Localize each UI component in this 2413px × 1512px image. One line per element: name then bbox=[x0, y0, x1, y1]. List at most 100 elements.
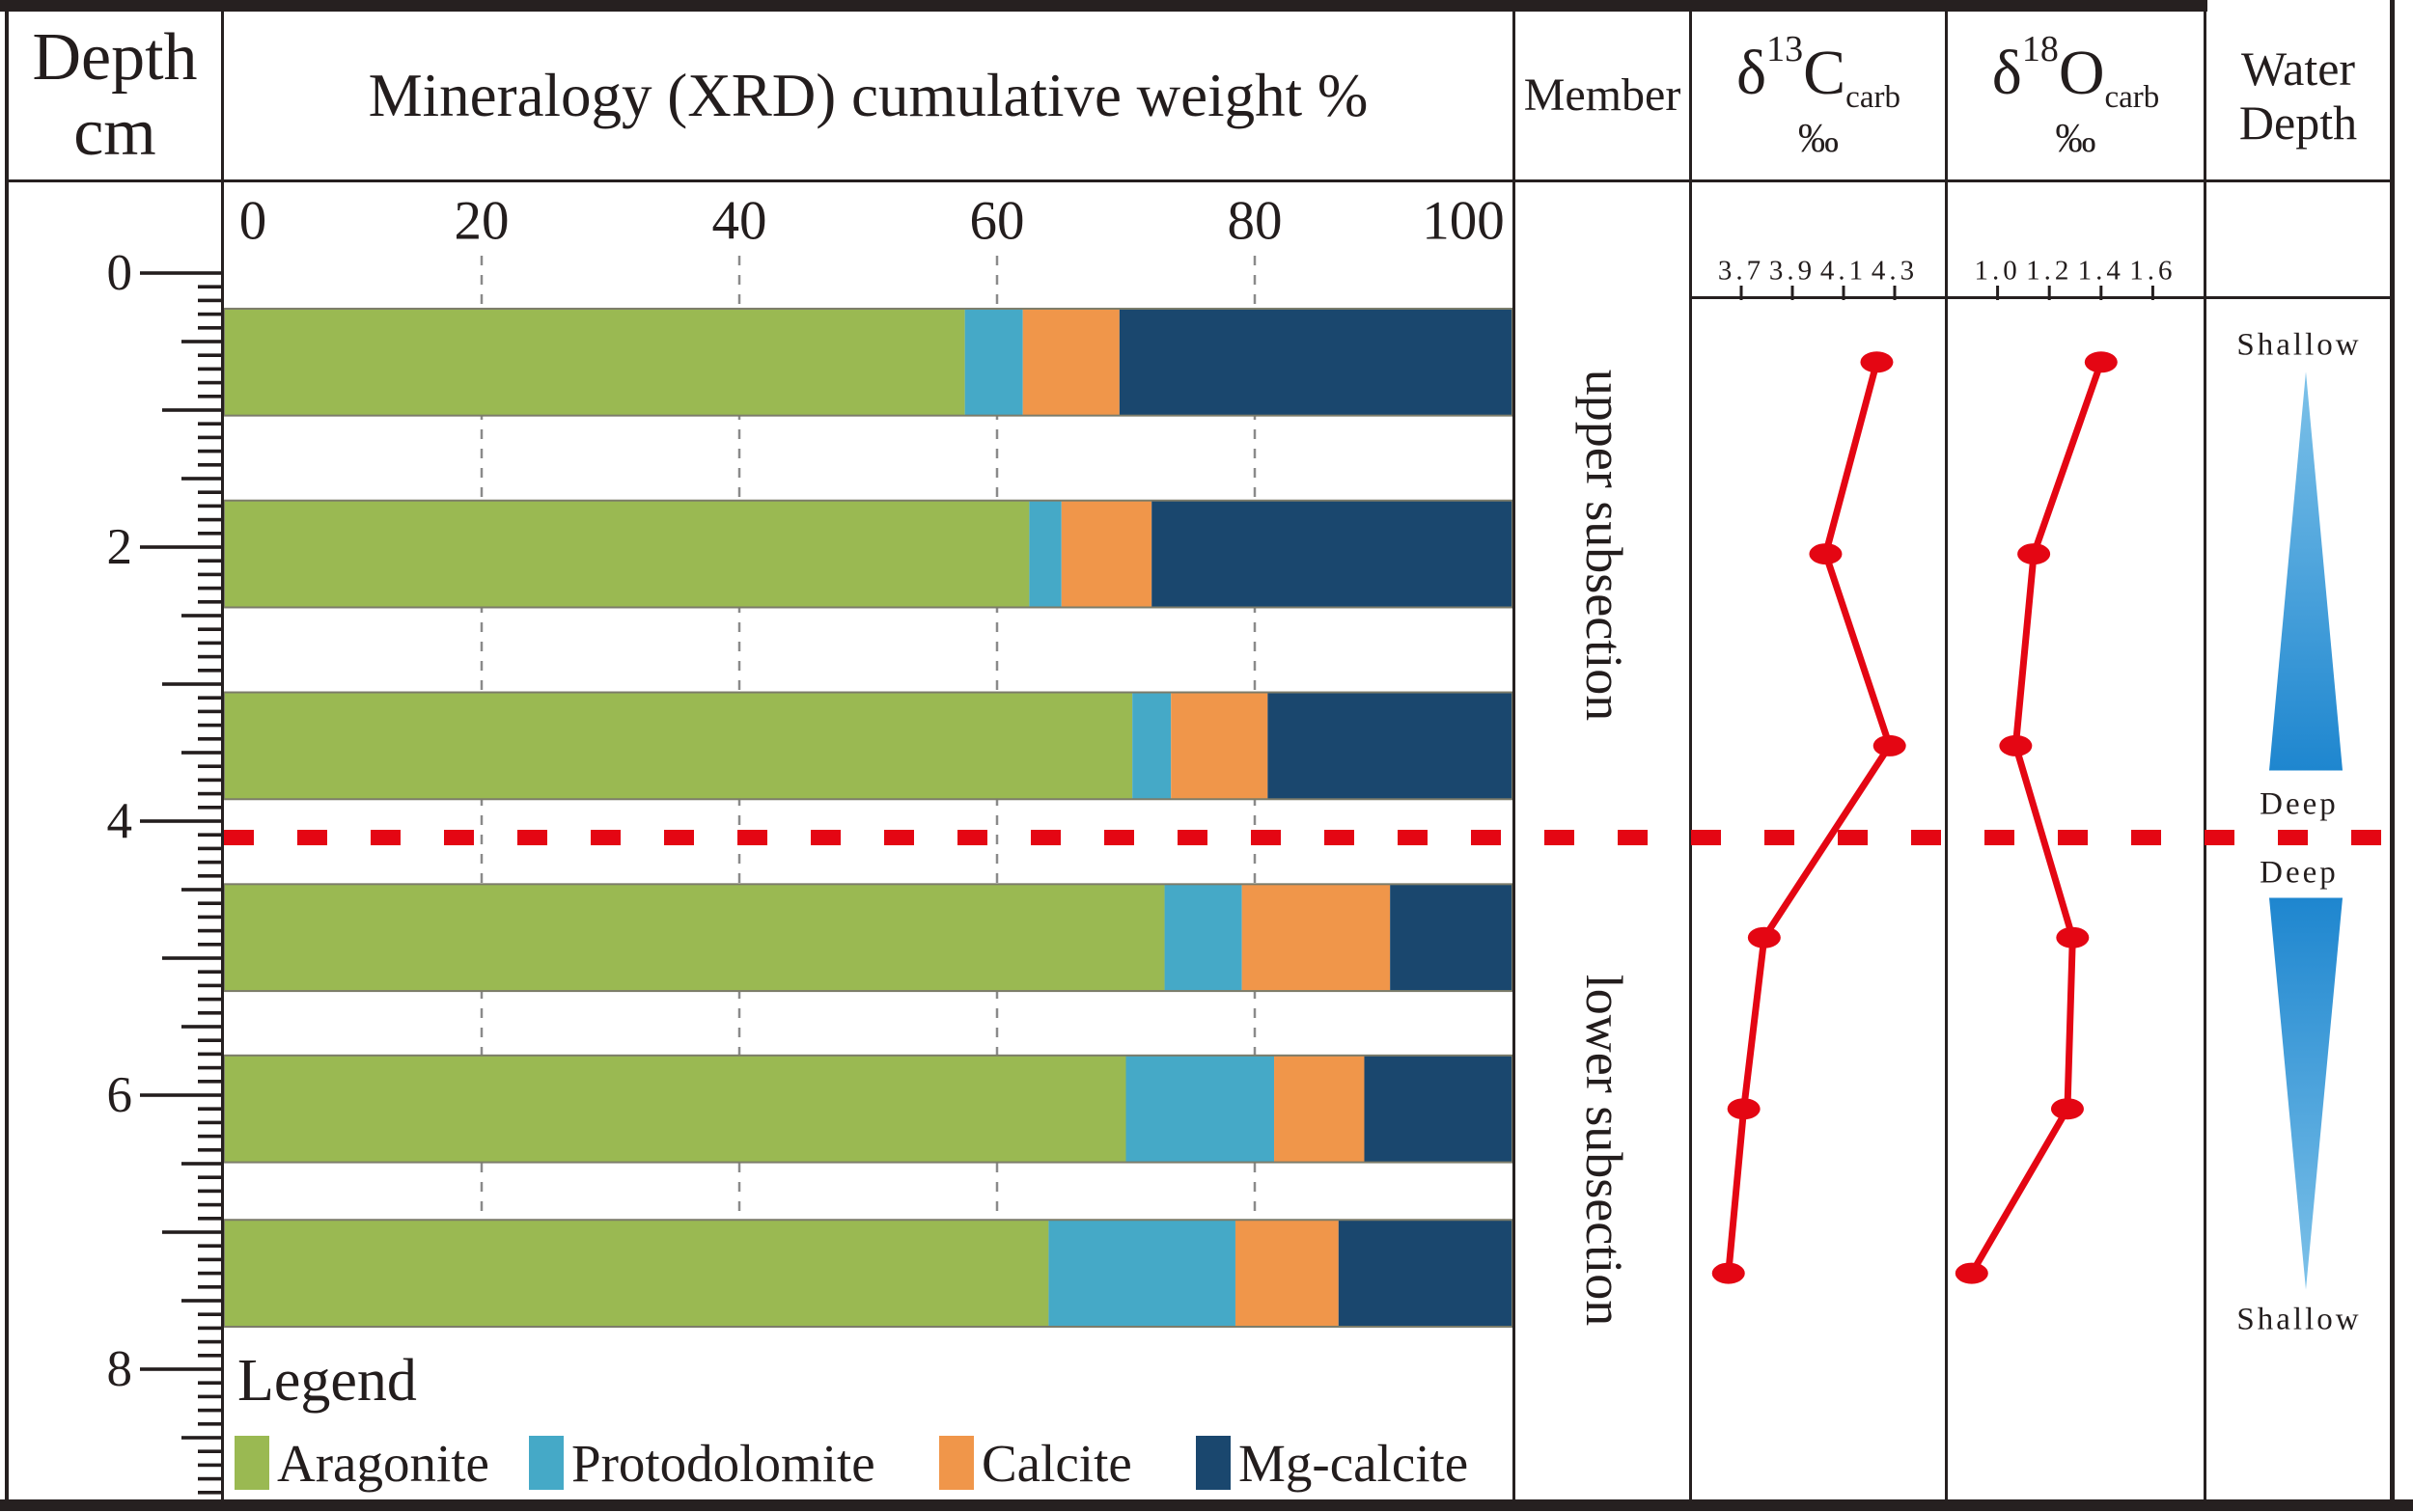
d18o-column-header: δ18Ocarb ‰ bbox=[1948, 12, 2204, 179]
bar-segment-calcite bbox=[1274, 1055, 1365, 1163]
depth-ruler-tick bbox=[198, 586, 222, 591]
isotope-axis-tick bbox=[1996, 286, 2000, 300]
d13c-unit-label: ‰ bbox=[1798, 117, 1839, 162]
bar-segment-aragonite bbox=[224, 692, 1133, 800]
legend-swatch-mg-calcite bbox=[1196, 1436, 1231, 1490]
isotope-axis-tick bbox=[2099, 286, 2103, 300]
bar-segment-calcite bbox=[1022, 308, 1120, 416]
depth-ruler-tick bbox=[198, 422, 222, 426]
data-point bbox=[1727, 1098, 1761, 1120]
depth-ruler-tick bbox=[198, 1394, 222, 1399]
depth-ruler-tick bbox=[162, 408, 222, 412]
depth-ruler-tick bbox=[198, 1449, 222, 1453]
bar-segment-aragonite bbox=[224, 1055, 1126, 1163]
water-depth-column-header: Water Depth bbox=[2206, 12, 2390, 179]
depth-ruler-tick bbox=[181, 340, 222, 344]
depth-ruler-tick bbox=[181, 1436, 222, 1440]
isotope-tick-label: 3.9 bbox=[1768, 255, 1817, 287]
legend-item: Mg-calcite bbox=[1196, 1430, 1468, 1496]
header-divider bbox=[5, 179, 2395, 182]
isotope-axis-tick bbox=[1842, 286, 1845, 300]
depth-ruler-tick bbox=[198, 1326, 222, 1331]
depth-ruler-tick bbox=[181, 614, 222, 618]
data-point bbox=[2056, 926, 2090, 948]
isotope-axis-tick bbox=[1739, 286, 1743, 300]
legend-swatch-protodolomite bbox=[529, 1436, 564, 1490]
depth-ruler-tick bbox=[198, 1107, 222, 1111]
water-header-line2: Depth bbox=[2238, 96, 2358, 150]
x-axis-tick-label: 0 bbox=[238, 190, 267, 252]
depth-ruler-tick bbox=[198, 572, 222, 577]
depth-ruler-tick bbox=[198, 1120, 222, 1125]
depth-ruler-tick bbox=[198, 463, 222, 467]
depth-ruler-tick bbox=[198, 806, 222, 810]
depth-ruler-tick bbox=[181, 1299, 222, 1303]
data-point bbox=[1955, 1262, 1988, 1284]
depth-tick-label: 2 bbox=[106, 519, 133, 575]
depth-ruler-tick bbox=[198, 764, 222, 768]
depth-ruler-tick bbox=[162, 682, 222, 686]
data-point bbox=[1809, 543, 1843, 565]
mineralogy-column-header: Mineralogy (XRD) cumulative weight % bbox=[224, 12, 1512, 179]
depth-ruler-tick bbox=[198, 1080, 222, 1084]
d18o-column-divider bbox=[1945, 0, 1948, 1511]
bar-segment-mg-calcite bbox=[1338, 1220, 1512, 1327]
member-upper-subsection-label: upper subsection bbox=[1575, 369, 1633, 722]
depth-ruler-tick bbox=[198, 1038, 222, 1042]
depth-header-line1: Depth bbox=[32, 19, 198, 95]
legend-swatch-aragonite bbox=[235, 1436, 269, 1490]
depth-ruler-tick bbox=[198, 1244, 222, 1248]
isotope-profile-line bbox=[1725, 361, 1894, 1274]
depth-ruler-tick bbox=[198, 326, 222, 330]
depth-ruler-tick bbox=[181, 888, 222, 892]
bar-segment-aragonite bbox=[224, 500, 1030, 608]
member-column-divider bbox=[1512, 0, 1515, 1511]
depth-ruler-tick bbox=[198, 1202, 222, 1207]
water-depth-triangle-upper bbox=[2269, 371, 2343, 771]
bar-segment-calcite bbox=[1234, 1220, 1339, 1327]
depth-ruler-tick bbox=[198, 1354, 222, 1358]
bar-segment-protodolomite bbox=[1029, 500, 1062, 608]
water-shallow-top-label: Shallow bbox=[2236, 327, 2362, 363]
data-point bbox=[1872, 734, 1906, 756]
depth-ruler-tick bbox=[198, 791, 222, 796]
legend-swatch-calcite bbox=[939, 1436, 974, 1490]
x-axis-tick-label: 60 bbox=[969, 190, 1025, 252]
depth-tick-label: 8 bbox=[106, 1341, 133, 1397]
depth-ruler-tick bbox=[140, 545, 222, 549]
depth-ruler-tick bbox=[198, 943, 222, 947]
depth-ruler-tick bbox=[198, 504, 222, 509]
depth-ruler-tick bbox=[140, 1367, 222, 1371]
bar-segment-aragonite bbox=[224, 1220, 1049, 1327]
depth-ruler-tick bbox=[181, 1025, 222, 1029]
depth-ruler-tick bbox=[140, 1093, 222, 1097]
depth-ruler-tick bbox=[198, 1381, 222, 1385]
depth-ruler-tick bbox=[162, 1230, 222, 1234]
depth-column-divider bbox=[221, 0, 224, 1511]
depth-ruler-tick bbox=[198, 367, 222, 371]
member-title: Member bbox=[1523, 69, 1681, 122]
depth-ruler-tick bbox=[198, 1271, 222, 1276]
depth-ruler-tick bbox=[198, 1217, 222, 1221]
d18o-title: δ18Ocarb bbox=[1991, 28, 2160, 115]
depth-ruler-tick bbox=[198, 517, 222, 522]
depth-ruler-tick bbox=[198, 1065, 222, 1070]
isotope-tick-label: 1.0 bbox=[1974, 255, 2021, 287]
isotope-tick-label: 1.2 bbox=[2026, 255, 2073, 287]
isotope-axis-tick bbox=[1893, 286, 1897, 300]
bar-segment-calcite bbox=[1171, 692, 1268, 800]
d13c-column-header: δ13Ccarb ‰ bbox=[1692, 12, 1945, 179]
depth-ruler-tick bbox=[198, 833, 222, 837]
depth-ruler-tick bbox=[198, 435, 222, 440]
bar-segment-aragonite bbox=[224, 884, 1165, 992]
depth-ruler-tick bbox=[198, 353, 222, 357]
depth-ruler-tick bbox=[198, 860, 222, 865]
d18o-unit-label: ‰ bbox=[2055, 117, 2096, 162]
depth-header-line2: cm bbox=[73, 96, 156, 170]
isotope-tick-label: 1.6 bbox=[2129, 255, 2177, 287]
legend-item: Aragonite bbox=[235, 1430, 489, 1496]
data-point bbox=[1747, 926, 1781, 948]
depth-ruler-tick bbox=[198, 846, 222, 851]
